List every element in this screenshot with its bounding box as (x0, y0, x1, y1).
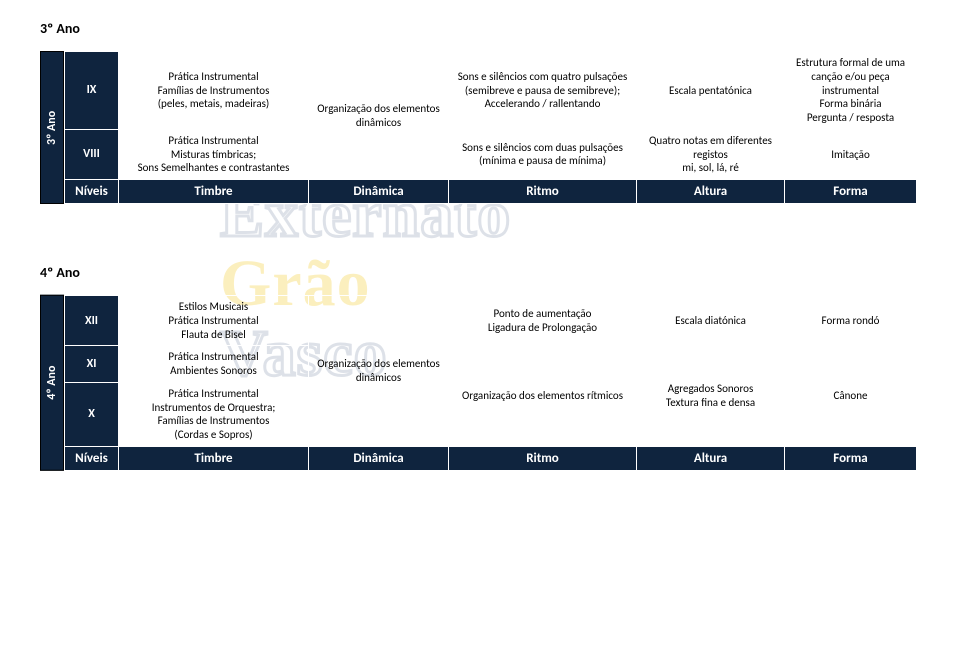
row-ix-forma: Estrutura formal de uma canção e/ou peça… (785, 52, 917, 130)
row-xii-forma: Forma rondó (785, 296, 917, 346)
section2-side-label: 4º Ano (40, 295, 64, 471)
section1-footer: Níveis Timbre Dinâmica Ritmo Altura Form… (65, 180, 917, 204)
section1-col-timbre: Timbre (119, 180, 309, 204)
row-xi-timbre: Prática InstrumentalAmbientes Sonoros (119, 346, 309, 383)
table-row: XI Prática InstrumentalAmbientes Sonoros… (65, 346, 917, 383)
row-x-timbre: Prática InstrumentalInstrumentos de Orqu… (119, 382, 309, 446)
row-xi-x-ritmo: Organização dos elementos rítmicos (449, 346, 637, 447)
section1-col-niveis: Níveis (65, 180, 119, 204)
row-xii-label: XII (65, 296, 119, 346)
table-row: XII Estilos MusicaisPrática Instrumental… (65, 296, 917, 346)
section2-footer: Níveis Timbre Dinâmica Ritmo Altura Form… (65, 446, 917, 470)
section1-col-ritmo: Ritmo (449, 180, 637, 204)
row-xii-timbre: Estilos MusicaisPrática InstrumentalFlau… (119, 296, 309, 346)
section2-col-dinamica: Dinâmica (309, 446, 449, 470)
row-ix-altura: Escala pentatónica (637, 52, 785, 130)
section1-side-label: 3º Ano (40, 51, 64, 204)
section2-table-wrap: 4º Ano XII Estilos MusicaisPrática Instr… (40, 295, 920, 471)
table-row: IX Prática InstrumentalFamílias de Instr… (65, 52, 917, 130)
section1-dinamica: Organização dos elementos dinâmicos (309, 52, 449, 180)
section1-table: IX Prática InstrumentalFamílias de Instr… (64, 51, 917, 204)
section2-dinamica: Organização dos elementos dinâmicos (309, 296, 449, 447)
section1-table-wrap: 3º Ano IX Prática InstrumentalFamílias d… (40, 51, 920, 204)
section1-col-altura: Altura (637, 180, 785, 204)
row-ix-ritmo: Sons e silêncios com quatro pulsações (s… (449, 52, 637, 130)
row-xii-ritmo: Ponto de aumentaçãoLigadura de Prolongaç… (449, 296, 637, 346)
section2-title: 4º Ano (40, 264, 920, 281)
section2-table: XII Estilos MusicaisPrática Instrumental… (64, 295, 917, 471)
section1-col-forma: Forma (785, 180, 917, 204)
row-ix-timbre: Prática InstrumentalFamílias de Instrume… (119, 52, 309, 130)
table-row: VIII Prática InstrumentalMisturas tímbri… (65, 129, 917, 179)
row-viii-timbre: Prática InstrumentalMisturas tímbricas;S… (119, 129, 309, 179)
row-viii-label: VIII (65, 129, 119, 179)
row-xii-altura: Escala diatónica (637, 296, 785, 346)
row-xi-x-altura: Agregados SonorosTextura fina e densa (637, 346, 785, 447)
section2-col-forma: Forma (785, 446, 917, 470)
section2-col-niveis: Níveis (65, 446, 119, 470)
section2-col-ritmo: Ritmo (449, 446, 637, 470)
row-xi-label: XI (65, 346, 119, 383)
row-x-label: X (65, 382, 119, 446)
row-ix-label: IX (65, 52, 119, 130)
row-viii-ritmo: Sons e silêncios com duas pulsações(míni… (449, 129, 637, 179)
row-viii-forma: Imitação (785, 129, 917, 179)
section1-col-dinamica: Dinâmica (309, 180, 449, 204)
section1-title: 3º Ano (40, 20, 920, 37)
section2-col-altura: Altura (637, 446, 785, 470)
row-viii-altura: Quatro notas em diferentes registosmi, s… (637, 129, 785, 179)
section2-col-timbre: Timbre (119, 446, 309, 470)
row-xi-x-forma: Cânone (785, 346, 917, 447)
